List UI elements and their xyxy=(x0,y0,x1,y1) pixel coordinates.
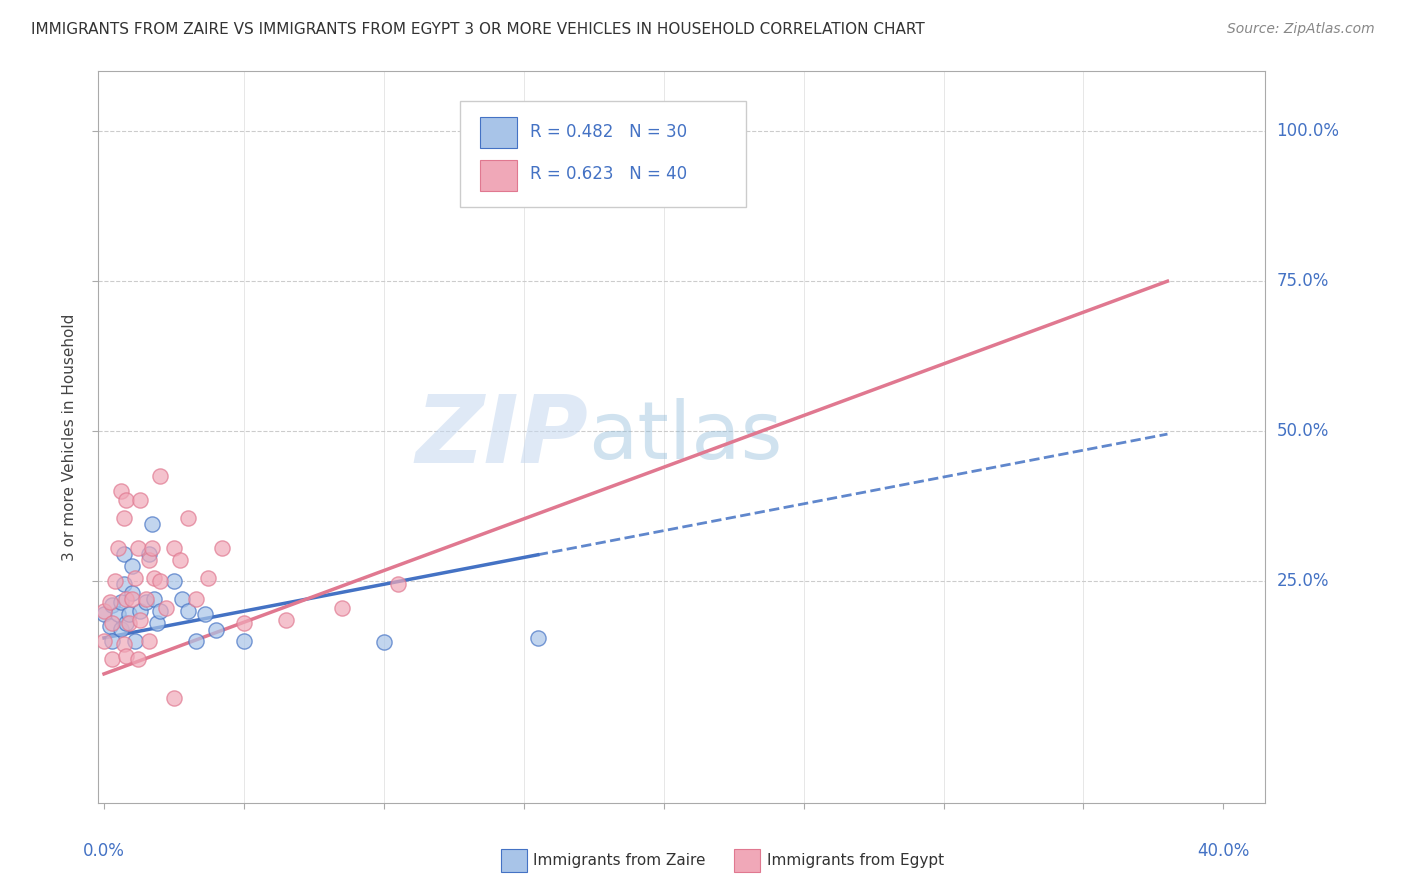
Point xyxy=(149,574,172,588)
Point xyxy=(149,604,172,618)
Point xyxy=(121,586,143,600)
Point xyxy=(104,574,127,588)
Point xyxy=(110,483,132,498)
FancyBboxPatch shape xyxy=(479,118,517,148)
Text: R = 0.482   N = 30: R = 0.482 N = 30 xyxy=(530,123,688,141)
Point xyxy=(197,571,219,585)
Point xyxy=(107,607,129,621)
Point xyxy=(387,577,409,591)
Point xyxy=(118,607,141,621)
Point xyxy=(143,571,166,585)
FancyBboxPatch shape xyxy=(501,849,527,872)
Point xyxy=(129,493,152,508)
Point xyxy=(115,493,138,508)
Point xyxy=(513,154,536,169)
Point xyxy=(373,635,395,649)
Point xyxy=(112,637,135,651)
Text: Immigrants from Zaire: Immigrants from Zaire xyxy=(533,853,704,868)
Point xyxy=(155,601,177,615)
Point xyxy=(101,652,124,666)
Point xyxy=(163,690,186,705)
Point xyxy=(121,559,143,574)
Text: 75.0%: 75.0% xyxy=(1277,272,1329,290)
Point xyxy=(233,615,256,630)
Point xyxy=(124,571,146,585)
Point xyxy=(135,591,157,606)
Point xyxy=(146,615,169,630)
Point xyxy=(330,601,353,615)
Point xyxy=(233,634,256,648)
Point xyxy=(115,615,138,630)
Text: R = 0.623   N = 40: R = 0.623 N = 40 xyxy=(530,166,688,184)
Point xyxy=(138,553,160,567)
Point xyxy=(205,623,228,637)
Point xyxy=(143,591,166,606)
Point xyxy=(135,595,157,609)
Point xyxy=(93,604,115,618)
Y-axis label: 3 or more Vehicles in Household: 3 or more Vehicles in Household xyxy=(62,313,77,561)
Point xyxy=(127,541,149,555)
Point xyxy=(129,604,152,618)
Point xyxy=(526,631,548,645)
Text: 25.0%: 25.0% xyxy=(1277,572,1329,590)
Point xyxy=(115,648,138,663)
Point xyxy=(93,634,115,648)
Point xyxy=(101,615,124,630)
FancyBboxPatch shape xyxy=(734,849,761,872)
Point xyxy=(211,541,233,555)
Point xyxy=(141,541,163,555)
Point xyxy=(194,607,217,621)
FancyBboxPatch shape xyxy=(460,101,747,207)
Point xyxy=(121,591,143,606)
Point xyxy=(169,553,191,567)
Point xyxy=(115,591,138,606)
Point xyxy=(186,591,208,606)
Point xyxy=(163,541,186,555)
Text: ZIP: ZIP xyxy=(416,391,589,483)
Text: atlas: atlas xyxy=(589,398,783,476)
Text: Source: ZipAtlas.com: Source: ZipAtlas.com xyxy=(1227,22,1375,37)
Point xyxy=(101,598,124,612)
Point xyxy=(93,607,115,621)
FancyBboxPatch shape xyxy=(479,160,517,191)
Point xyxy=(177,511,200,525)
Text: IMMIGRANTS FROM ZAIRE VS IMMIGRANTS FROM EGYPT 3 OR MORE VEHICLES IN HOUSEHOLD C: IMMIGRANTS FROM ZAIRE VS IMMIGRANTS FROM… xyxy=(31,22,925,37)
Text: Immigrants from Egypt: Immigrants from Egypt xyxy=(768,853,945,868)
Point xyxy=(163,574,186,588)
Point xyxy=(110,595,132,609)
Point xyxy=(112,547,135,561)
Text: 40.0%: 40.0% xyxy=(1198,842,1250,860)
Point xyxy=(172,591,194,606)
Point xyxy=(110,622,132,636)
Point xyxy=(101,634,124,648)
Point xyxy=(98,619,121,633)
Point xyxy=(124,634,146,648)
Text: 50.0%: 50.0% xyxy=(1277,422,1329,440)
Point xyxy=(118,615,141,630)
Text: 100.0%: 100.0% xyxy=(1277,122,1340,140)
Point xyxy=(274,613,297,627)
Point xyxy=(138,634,160,648)
Point xyxy=(138,547,160,561)
Point xyxy=(141,516,163,531)
Point xyxy=(98,595,121,609)
Point xyxy=(127,652,149,666)
Point xyxy=(149,469,172,483)
Point xyxy=(129,613,152,627)
Point xyxy=(112,577,135,591)
Point xyxy=(107,541,129,555)
Point xyxy=(112,511,135,525)
Text: 0.0%: 0.0% xyxy=(83,842,125,860)
Point xyxy=(186,634,208,648)
Point xyxy=(177,604,200,618)
